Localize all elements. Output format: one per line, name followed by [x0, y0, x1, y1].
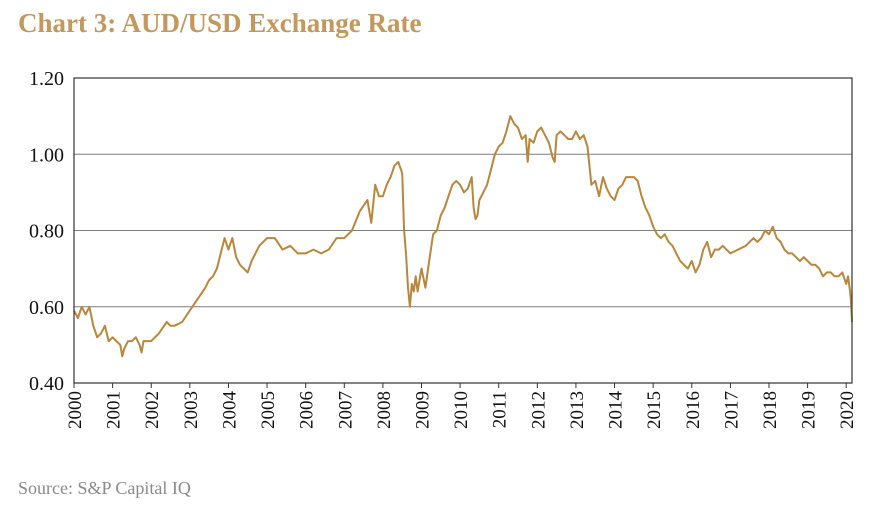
x-tick-label: 2020: [837, 391, 858, 429]
x-tick-label: 2003: [181, 391, 202, 429]
x-tick-label: 2015: [644, 391, 665, 429]
x-tick-label: 2004: [219, 391, 240, 430]
x-tick-label: 2019: [799, 391, 820, 429]
x-tick-label: 2014: [606, 391, 627, 430]
y-axis-ticks: 0.40 0.60 0.80 1.00 1.20: [29, 68, 64, 395]
x-tick-label: 2017: [721, 391, 742, 429]
x-tick-label: 2016: [683, 391, 704, 429]
y-tick-label: 1.00: [29, 144, 64, 166]
x-tick-label: 2012: [528, 391, 549, 429]
x-tick-label: 2008: [374, 391, 395, 429]
x-tick-label: 2007: [335, 391, 356, 429]
chart-title: Chart 3: AUD/USD Exchange Rate: [18, 8, 422, 38]
x-tick-label: 2013: [567, 391, 588, 429]
x-tick-label: 2009: [412, 391, 433, 429]
x-tick-label: 2000: [65, 391, 86, 429]
x-tick-label: 2018: [760, 391, 781, 429]
y-tick-label: 0.60: [29, 297, 64, 319]
y-tick-label: 0.80: [29, 221, 64, 243]
x-tick-label: 2001: [104, 391, 125, 429]
x-tick-label: 2006: [297, 391, 318, 429]
x-axis-ticks: 2000 2001 2002 2003 2004 2005 2006 2007 2008 2009…: [65, 383, 858, 429]
x-tick-label: 2011: [490, 391, 511, 428]
x-tick-label: 2005: [258, 391, 279, 429]
x-tick-label: 2002: [142, 391, 163, 429]
x-tick-label: 2010: [451, 391, 472, 429]
y-tick-label: 1.20: [29, 68, 64, 90]
source-note: Source: S&P Capital IQ: [18, 478, 191, 498]
aud-usd-series-line: [73, 115, 853, 358]
y-tick-label: 0.40: [29, 373, 64, 395]
gridlines: [74, 153, 852, 308]
plot-frame: [73, 77, 853, 384]
